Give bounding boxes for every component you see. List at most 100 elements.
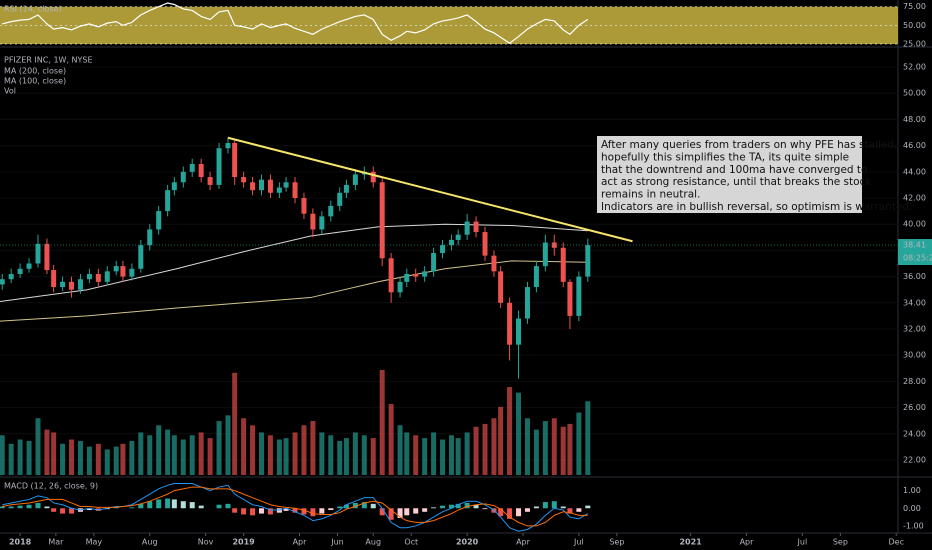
y-tick-label: 36.00	[903, 272, 926, 281]
volume-bar	[491, 418, 497, 475]
candle-body	[207, 177, 213, 185]
candle-body	[77, 279, 83, 290]
x-tick-label: Apr	[740, 538, 755, 547]
candle-body	[337, 192, 343, 206]
volume-bar	[120, 443, 126, 475]
rsi-tick-label: 50.00	[903, 21, 926, 30]
x-tick-label: Jun	[330, 538, 344, 547]
volume-bar	[104, 449, 110, 475]
candle-body	[576, 276, 582, 316]
macd-histogram-bar	[189, 502, 195, 509]
macd-histogram-bar	[337, 506, 343, 509]
volume-bar	[113, 446, 119, 475]
x-tick-label: Sep	[609, 538, 624, 547]
macd-histogram-bar	[560, 506, 566, 509]
candle-body	[120, 266, 126, 277]
x-tick-label: Dec	[888, 538, 903, 547]
volume-bar	[422, 438, 428, 475]
x-tick-label: 2021	[679, 538, 702, 547]
macd-histogram-bar	[404, 508, 410, 516]
annotation-line: After many queries from traders on why P…	[601, 139, 897, 151]
macd-histogram-bar	[198, 505, 204, 509]
candle-body	[276, 187, 282, 193]
candle-body	[516, 318, 522, 345]
macd-histogram-bar	[516, 508, 522, 517]
y-tick-label: 24.00	[903, 429, 926, 438]
macd-label: MACD (12, 26, close, 9)	[4, 482, 98, 491]
macd-histogram-bar	[482, 508, 488, 510]
volume-bar	[431, 432, 437, 475]
candle-body	[60, 281, 66, 288]
candle-body	[95, 273, 101, 282]
macd-histogram-bar	[585, 505, 591, 509]
volume-bar	[343, 438, 349, 475]
volume-bar	[283, 438, 289, 475]
macd-histogram-bar	[448, 504, 454, 509]
candle-body	[319, 216, 325, 230]
candle-body	[404, 273, 410, 282]
volume-bar	[404, 432, 410, 475]
volume-bar	[542, 421, 548, 475]
candle-body	[0, 279, 5, 285]
volume-bar	[507, 387, 513, 475]
volume-bar	[551, 418, 557, 475]
y-tick-label: 32.00	[903, 324, 926, 333]
macd-histogram-bar	[319, 508, 325, 514]
x-tick-label: May	[86, 538, 103, 547]
volume-bar	[585, 401, 591, 475]
macd-histogram-bar	[455, 503, 461, 509]
x-tick-label: Sep	[833, 538, 848, 547]
candle-body	[165, 190, 171, 212]
y-tick-label: 48.00	[903, 115, 926, 124]
candle-body	[524, 287, 530, 319]
macd-histogram-bar	[379, 508, 385, 516]
candle-body	[310, 213, 316, 230]
volume-bar	[165, 429, 171, 475]
volume-bar	[69, 439, 75, 475]
rsi-label: RSI (14, close)	[4, 5, 62, 14]
macd-histogram-bar	[422, 508, 428, 512]
x-tick-label: 2018	[9, 538, 32, 547]
macd-histogram-bar	[370, 503, 376, 509]
macd-histogram-bar	[524, 508, 530, 512]
macd-histogram-bar	[283, 508, 289, 511]
volume-bar	[276, 439, 282, 475]
macd-histogram-bar	[69, 508, 75, 514]
macd-tick-label: -1.00	[903, 521, 924, 530]
volume-bar	[352, 432, 358, 475]
macd-histogram-bar	[292, 508, 298, 513]
macd-histogram-bar	[26, 504, 32, 509]
macd-tick-label: 0.00	[903, 504, 921, 513]
macd-histogram-bar	[51, 508, 57, 512]
volume-bar	[35, 418, 41, 475]
annotation-line: that the downtrend and 100ma have conver…	[601, 164, 867, 176]
volume-bar	[379, 370, 385, 475]
candle-body	[585, 245, 591, 277]
candle-body	[352, 174, 358, 185]
volume-bar	[156, 425, 162, 475]
y-tick-label: 46.00	[903, 141, 926, 150]
macd-histogram-bar	[413, 508, 419, 514]
candle-body	[397, 281, 403, 293]
volume-bar	[51, 432, 57, 475]
y-tick-label: 28.00	[903, 377, 926, 386]
x-tick-label: Apr	[293, 538, 308, 547]
candle-body	[370, 171, 376, 183]
volume-bar	[301, 425, 307, 475]
candle-body	[292, 182, 298, 199]
macd-histogram-bar	[567, 508, 573, 514]
macd-histogram-bar	[343, 504, 349, 509]
macd-histogram-bar	[156, 499, 162, 509]
candle-body	[448, 239, 454, 246]
candle-body	[86, 273, 92, 280]
macd-histogram-bar	[86, 508, 92, 511]
volume-bar	[337, 440, 343, 475]
candle-body	[283, 182, 289, 188]
y-tick-label: 44.00	[903, 167, 926, 176]
macd-histogram-bar	[129, 507, 135, 509]
moving-average	[0, 223, 588, 302]
volume-bar	[250, 425, 256, 475]
candle-body	[379, 182, 385, 259]
